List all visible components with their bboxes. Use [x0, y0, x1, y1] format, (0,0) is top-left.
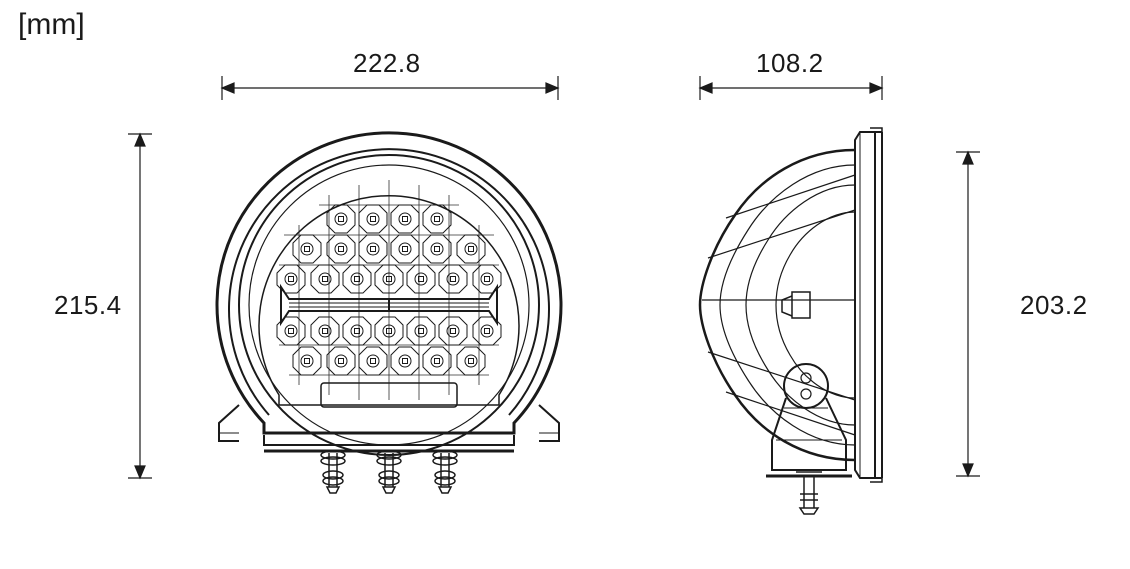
front-view [217, 133, 561, 493]
technical-drawing [0, 0, 1130, 569]
connector-icon [782, 292, 810, 318]
side-view [700, 128, 882, 514]
mount-bracket-front [219, 405, 559, 451]
mounting-bolts [321, 451, 457, 493]
lens-facets [279, 180, 499, 400]
